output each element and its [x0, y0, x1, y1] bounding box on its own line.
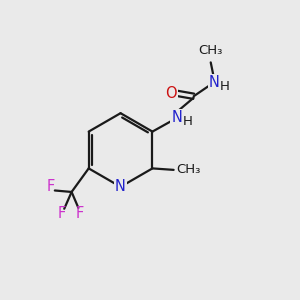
Text: N: N: [171, 110, 182, 125]
Text: CH₃: CH₃: [199, 44, 223, 57]
Text: CH₃: CH₃: [176, 164, 200, 176]
Text: N: N: [208, 75, 219, 90]
Text: H: H: [220, 80, 230, 93]
Text: F: F: [76, 206, 84, 221]
Text: O: O: [165, 86, 177, 101]
Text: F: F: [46, 179, 55, 194]
Text: N: N: [115, 179, 126, 194]
Text: H: H: [183, 116, 193, 128]
Text: F: F: [57, 206, 65, 221]
